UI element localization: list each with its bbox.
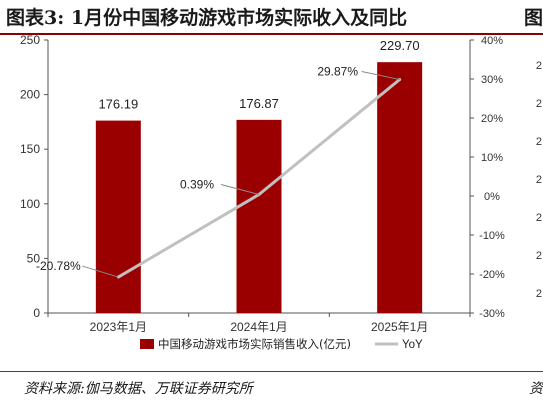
- y-tick-label: 100: [20, 197, 40, 211]
- next-panel-tick: 2: [535, 288, 542, 300]
- revenue-bar-label: 229.70: [380, 38, 420, 53]
- y-tick-label: 200: [20, 88, 40, 102]
- y2-tick-label: 10%: [481, 152, 503, 164]
- yoy-data-label: 29.87%: [317, 65, 358, 79]
- yoy-data-label: -20.78%: [36, 259, 81, 273]
- next-panel-tick: 2: [535, 212, 542, 224]
- y2-tick-label: -30%: [479, 308, 505, 320]
- chart-title: 图表3: 1月份中国移动游戏市场实际收入及同比: [6, 7, 408, 29]
- revenue-bar-label: 176.87: [239, 96, 279, 111]
- y2-tick-label: 40%: [481, 35, 503, 47]
- source-note: 资料来源:伽马数据、万联证券研究所: [24, 381, 253, 397]
- y2-tick-label: 0%: [484, 191, 500, 203]
- revenue-bar: [236, 119, 282, 313]
- revenue-yoy-chart: 0 50 100 150 200 250 -30% -20% -10% 0% 10% 20% 30% 40…: [20, 34, 505, 351]
- revenue-bar: [95, 120, 141, 313]
- x-tick-label: 2024年1月: [230, 320, 287, 334]
- next-panel-tick: 2: [535, 250, 542, 262]
- y-tick-label: 50: [27, 251, 41, 265]
- y2-tick-label: 20%: [481, 113, 503, 125]
- next-panel-tick: 2: [535, 98, 542, 110]
- revenue-bar: [377, 62, 423, 313]
- x-tick-label: 2023年1月: [90, 320, 147, 334]
- yoy-label-leader: [361, 71, 400, 80]
- next-panel-tick: 2: [535, 174, 542, 186]
- yoy-label-leader: [220, 183, 260, 195]
- x-tick-label: 2025年1月: [371, 320, 428, 334]
- legend-label-yoy: YoY: [402, 339, 423, 351]
- title-rule: [0, 33, 543, 35]
- y-tick-label: 250: [20, 34, 40, 47]
- footer-rule: [0, 371, 543, 372]
- next-panel-tick: 2: [535, 60, 542, 72]
- y-tick-label: 0: [33, 306, 40, 320]
- y2-tick-label: 30%: [481, 74, 503, 86]
- next-chart-title-fragment: 图: [523, 7, 543, 29]
- title-bar: 图表3: 1月份中国移动游戏市场实际收入及同比 图: [0, 0, 543, 35]
- y2-tick-label: -20%: [479, 269, 505, 281]
- yoy-label-leader: [82, 265, 119, 278]
- legend-swatch-revenue: [140, 339, 154, 349]
- next-panel-tick: 2: [535, 136, 542, 148]
- yoy-data-label: 0.39%: [180, 177, 214, 191]
- y2-tick-label: -10%: [479, 230, 505, 242]
- yoy-point: [398, 78, 402, 82]
- y-tick-label: 150: [20, 142, 40, 156]
- next-source-fragment: 资: [529, 381, 543, 397]
- revenue-bar-label: 176.19: [98, 97, 138, 112]
- legend-label-revenue: 中国移动游戏市场实际销售收入(亿元): [158, 337, 351, 351]
